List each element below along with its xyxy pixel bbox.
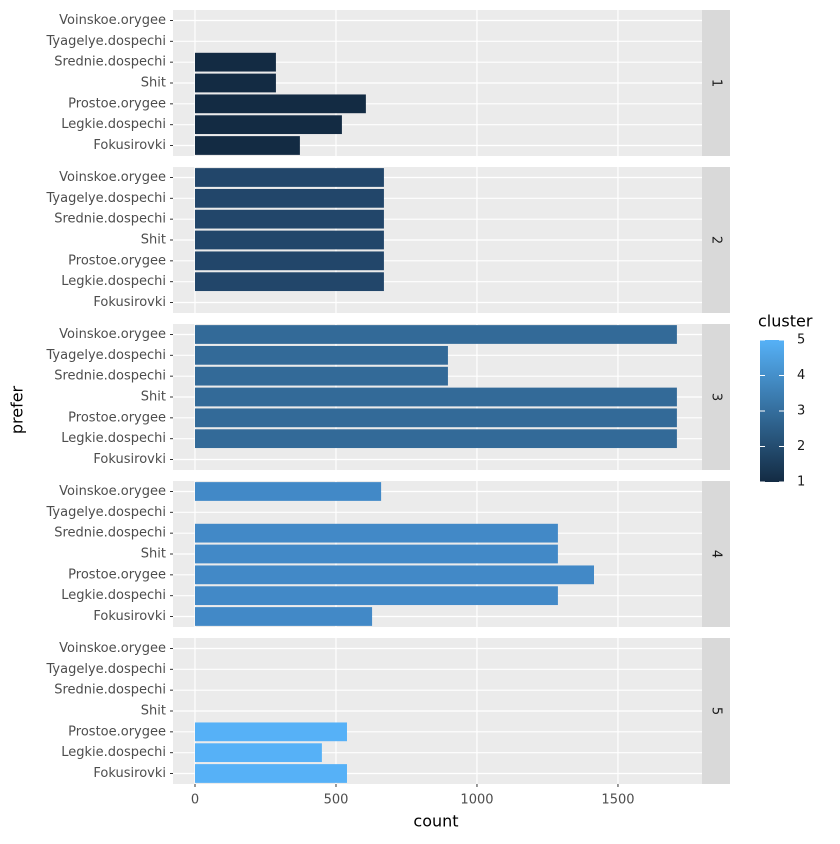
y-tick-label: Srednie.dospechi (54, 212, 166, 227)
y-tick-label: Srednie.dospechi (54, 55, 166, 70)
x-tick-label: 1000 (460, 793, 493, 808)
legend-label: 3 (797, 404, 805, 419)
y-tick-label: Prostoe.orygee (68, 724, 166, 739)
bar (194, 136, 300, 155)
bar (194, 251, 384, 271)
bar (194, 764, 347, 783)
strip-label: 2 (709, 236, 724, 244)
y-tick-label: Tyagelye.dospechi (46, 505, 167, 520)
y-tick-label: Fokusirovki (93, 452, 166, 467)
y-tick-label: Shit (141, 390, 166, 405)
bar (194, 743, 322, 763)
strip-label: 3 (709, 393, 724, 401)
y-tick-label: Fokusirovki (93, 138, 166, 153)
y-tick-label: Prostoe.orygee (68, 410, 166, 425)
y-tick-label: Shit (141, 704, 166, 719)
x-tick-label: 1500 (601, 793, 634, 808)
y-tick-label: Srednie.dospechi (54, 526, 166, 541)
y-tick-label: Tyagelye.dospechi (46, 34, 167, 49)
y-tick-label: Legkie.dospechi (61, 117, 166, 132)
y-tick-label: Prostoe.orygee (68, 567, 166, 582)
strip-background (702, 167, 730, 313)
y-tick-label: Srednie.dospechi (54, 683, 166, 698)
y-tick-label: Tyagelye.dospechi (46, 191, 167, 206)
bar (194, 523, 558, 543)
bar (194, 408, 677, 428)
bar (194, 209, 384, 229)
y-tick-label: Voinskoe.orygee (59, 484, 166, 499)
y-tick-label: Prostoe.orygee (68, 96, 166, 111)
bar (194, 52, 276, 72)
x-tick-label: 500 (324, 793, 349, 808)
bar (194, 366, 448, 386)
y-tick-label: Legkie.dospechi (61, 431, 166, 446)
bar (194, 586, 558, 606)
y-tick-label: Legkie.dospechi (61, 588, 166, 603)
y-tick-label: Tyagelye.dospechi (46, 662, 167, 677)
bar (194, 607, 373, 626)
strip-background (702, 481, 730, 627)
y-tick-label: Srednie.dospechi (54, 369, 166, 384)
bar (194, 565, 595, 585)
y-tick-label: Prostoe.orygee (68, 253, 166, 268)
bar (194, 429, 677, 449)
y-tick-label: Legkie.dospechi (61, 274, 166, 289)
legend-label: 2 (797, 439, 805, 454)
y-tick-label: Fokusirovki (93, 766, 166, 781)
bar (194, 115, 342, 135)
strip-label: 1 (709, 79, 724, 87)
strip-label: 4 (709, 550, 724, 558)
bar (194, 345, 448, 365)
y-tick-label: Voinskoe.orygee (59, 641, 166, 656)
y-tick-label: Fokusirovki (93, 609, 166, 624)
y-tick-label: Voinskoe.orygee (59, 170, 166, 185)
bar (194, 325, 677, 344)
y-tick-label: Voinskoe.orygee (59, 13, 166, 28)
bar (194, 188, 384, 208)
bar (194, 544, 558, 564)
legend-label: 4 (797, 368, 805, 383)
bar (194, 73, 276, 93)
y-tick-label: Shit (141, 233, 166, 248)
bar (194, 272, 384, 292)
bar (194, 387, 677, 407)
x-axis-title: count (413, 812, 458, 831)
x-tick-label: 0 (191, 793, 199, 808)
legend-label: 1 (797, 475, 805, 490)
y-tick-label: Voinskoe.orygee (59, 327, 166, 342)
strip-background (702, 10, 730, 156)
bar (194, 230, 384, 250)
y-tick-label: Shit (141, 547, 166, 562)
y-tick-label: Tyagelye.dospechi (46, 348, 167, 363)
strip-background (702, 324, 730, 470)
bar (194, 168, 384, 187)
legend-label: 5 (797, 333, 805, 348)
bar (194, 722, 347, 742)
bar (194, 482, 382, 501)
strip-label: 5 (709, 707, 724, 715)
bar (194, 94, 366, 114)
y-tick-label: Shit (141, 76, 166, 91)
y-tick-label: Fokusirovki (93, 295, 166, 310)
y-axis-title: prefer (8, 385, 27, 434)
strip-background (702, 638, 730, 784)
legend-title: cluster (758, 312, 813, 331)
y-tick-label: Legkie.dospechi (61, 745, 166, 760)
